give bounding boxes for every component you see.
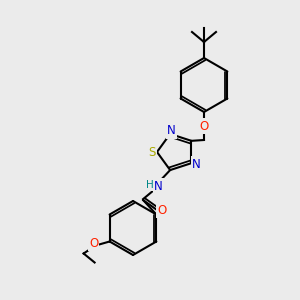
Text: S: S <box>148 146 156 158</box>
Text: N: N <box>167 124 176 137</box>
Text: O: O <box>89 237 98 250</box>
Text: H: H <box>146 180 154 190</box>
Text: O: O <box>158 204 167 217</box>
Text: N: N <box>192 158 201 171</box>
Text: N: N <box>154 180 163 193</box>
Text: O: O <box>200 119 208 133</box>
